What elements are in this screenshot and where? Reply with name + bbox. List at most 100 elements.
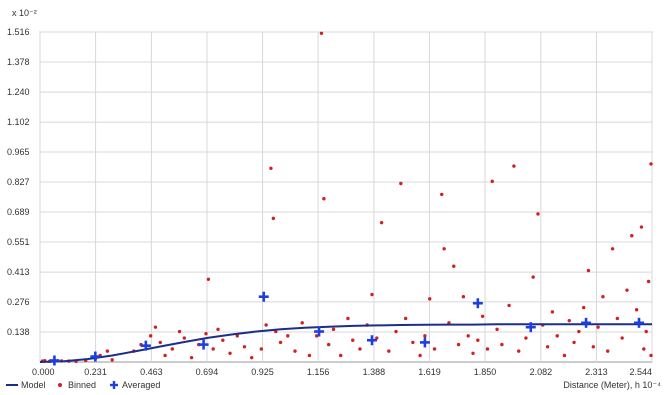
binned-point — [601, 294, 605, 299]
x-tick-label: 1.850 — [474, 367, 497, 377]
x-tick-label: 0.231 — [84, 367, 107, 377]
y-tick-label: 0.689 — [7, 207, 30, 217]
binned-point — [456, 342, 461, 347]
y-tick-label: 0.413 — [7, 267, 30, 277]
binned-point — [423, 334, 427, 338]
binned-point — [358, 347, 362, 351]
legend-binned-label: Binned — [68, 380, 96, 390]
binned-point — [418, 353, 422, 358]
legend-binned-swatch — [58, 383, 62, 387]
binned-point — [264, 323, 268, 327]
averaged-marker — [314, 326, 325, 337]
binned-point — [507, 303, 511, 308]
binned-point — [379, 220, 384, 225]
y-tick-label: 1.102 — [7, 117, 30, 127]
binned-point — [550, 310, 555, 314]
binned-point — [586, 268, 591, 273]
averaged-marker — [49, 355, 60, 366]
binned-point — [495, 327, 499, 332]
binned-point — [286, 334, 290, 338]
averaged-markers — [49, 291, 645, 366]
binned-point — [153, 325, 158, 329]
x-tick-label: 2.313 — [585, 367, 608, 377]
binned-point — [163, 353, 167, 358]
averaged-marker — [366, 335, 377, 346]
grid-lines — [39, 31, 653, 362]
binned-point — [314, 334, 319, 338]
binned-point — [206, 277, 211, 281]
binned-point — [581, 305, 586, 310]
y-tick-label: 0.965 — [7, 147, 30, 157]
binned-point — [461, 294, 466, 299]
binned-point — [307, 353, 312, 358]
binned-point — [271, 216, 276, 221]
binned-point — [615, 316, 620, 321]
binned-point — [339, 353, 343, 358]
binned-point — [480, 314, 485, 318]
binned-point — [466, 334, 470, 338]
binned-point — [620, 336, 624, 340]
binned-point — [562, 353, 567, 358]
binned-point — [610, 247, 615, 251]
binned-point — [148, 334, 153, 338]
binned-point — [485, 347, 490, 351]
averaged-marker — [634, 317, 645, 328]
y-tick-label: 0.138 — [7, 327, 30, 337]
y-tick-label: 1.516 — [7, 27, 30, 37]
y-axis-scale-label: x 10⁻² — [12, 8, 37, 18]
binned-point — [216, 327, 220, 332]
binned-point — [105, 349, 110, 353]
averaged-marker — [525, 322, 536, 333]
binned-point — [228, 351, 232, 355]
legend: Model Binned Averaged — [6, 380, 160, 390]
binned-point — [524, 336, 528, 340]
legend-averaged-swatch — [110, 381, 118, 389]
averaged-marker — [90, 351, 101, 362]
binned-point — [204, 332, 208, 336]
x-tick-label: 2.544 — [629, 367, 652, 377]
binned-point — [319, 31, 324, 36]
binned-point — [211, 347, 215, 351]
binned-point — [182, 336, 187, 340]
x-tick-label: 0.463 — [140, 367, 163, 377]
binned-point — [545, 345, 550, 349]
binned-point — [567, 318, 571, 323]
binned-point — [471, 351, 475, 355]
binned-point — [269, 166, 273, 170]
binned-point — [249, 355, 254, 360]
binned-point — [577, 329, 581, 334]
averaged-marker — [198, 339, 209, 350]
binned-point — [399, 181, 403, 186]
x-tick-label: 0.925 — [251, 367, 274, 377]
binned-point — [259, 347, 264, 351]
x-tick-label: 0.694 — [196, 367, 219, 377]
binned-point — [278, 340, 283, 345]
binned-point — [158, 340, 162, 345]
y-tick-label: 0.276 — [7, 297, 30, 307]
binned-point — [512, 164, 516, 168]
binned-point — [572, 340, 576, 345]
binned-point — [596, 325, 600, 329]
binned-point — [235, 334, 239, 338]
binned-point — [625, 288, 629, 292]
binned-point — [642, 347, 646, 351]
binned-point — [375, 336, 379, 340]
averaged-marker — [472, 298, 483, 309]
averaged-marker — [258, 291, 269, 302]
y-tick-label: 1.240 — [7, 87, 30, 97]
binned-point — [110, 358, 114, 362]
binned-point — [326, 342, 331, 347]
binned-point — [242, 345, 247, 349]
binned-point — [170, 347, 175, 351]
binned-point — [442, 247, 446, 251]
binned-point — [606, 349, 610, 353]
binned-point — [500, 342, 504, 347]
x-tick-label: 0.000 — [32, 367, 55, 377]
binned-point — [476, 338, 480, 342]
binned-point — [630, 234, 634, 238]
x-tick-label: 1.156 — [307, 367, 330, 377]
binned-point — [346, 316, 350, 321]
binned-point — [634, 308, 639, 312]
x-axis-ticks: 0.000 0.231 0.463 0.694 0.925 1.156 1.388 1.619… — [32, 367, 652, 377]
